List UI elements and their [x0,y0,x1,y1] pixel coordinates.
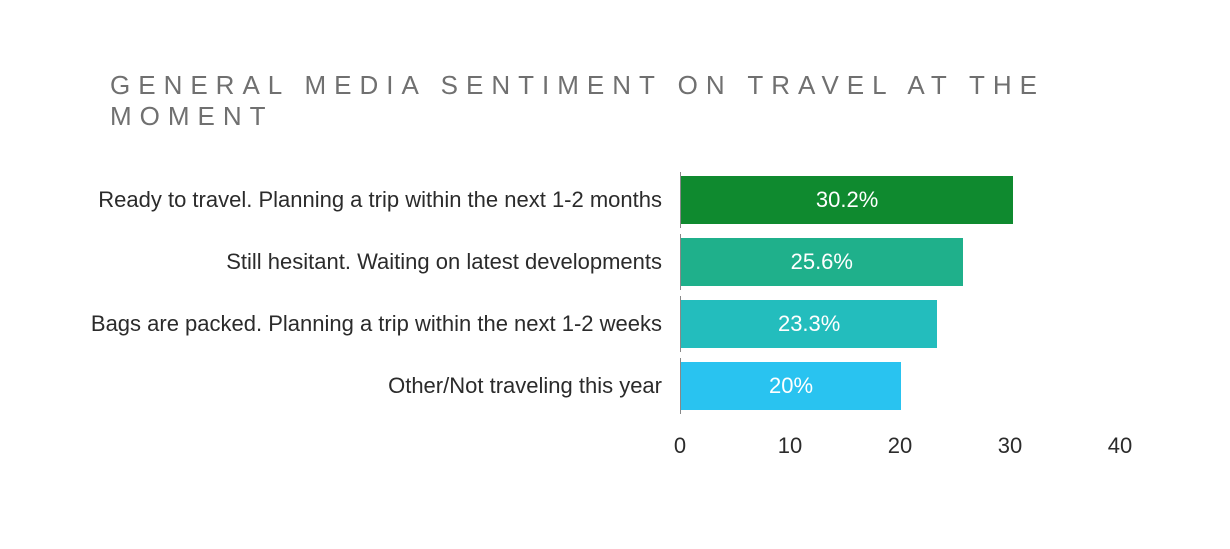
x-tick: 0 [674,433,686,459]
bar-value: 23.3% [778,311,840,337]
bar-label: Bags are packed. Planning a trip within … [90,311,680,337]
bar-value: 30.2% [816,187,878,213]
bar-label: Still hesitant. Waiting on latest develo… [90,249,680,275]
x-tick: 30 [998,433,1022,459]
plot-area: 20% [680,358,1120,414]
bar-row: Other/Not traveling this year 20% [90,358,1140,414]
x-tick: 10 [778,433,802,459]
bar-row: Bags are packed. Planning a trip within … [90,296,1140,352]
bar-row: Ready to travel. Planning a trip within … [90,172,1140,228]
bar-value: 20% [769,373,813,399]
axis-spacer [90,420,680,460]
bar: 30.2% [681,176,1013,224]
bar-label: Other/Not traveling this year [90,373,680,399]
plot-area: 25.6% [680,234,1120,290]
x-axis: 0 10 20 30 40 [90,420,1140,460]
plot-area: 23.3% [680,296,1120,352]
bar-label: Ready to travel. Planning a trip within … [90,187,680,213]
bar-row: Still hesitant. Waiting on latest develo… [90,234,1140,290]
bar: 25.6% [681,238,963,286]
bar: 23.3% [681,300,937,348]
chart-title: GENERAL MEDIA SENTIMENT ON TRAVEL AT THE… [90,70,1140,132]
bar-value: 25.6% [791,249,853,275]
axis-plot: 0 10 20 30 40 [680,420,1120,460]
bar: 20% [681,362,901,410]
x-tick: 40 [1108,433,1132,459]
plot-area: 30.2% [680,172,1120,228]
x-tick: 20 [888,433,912,459]
sentiment-chart: Ready to travel. Planning a trip within … [90,172,1140,460]
